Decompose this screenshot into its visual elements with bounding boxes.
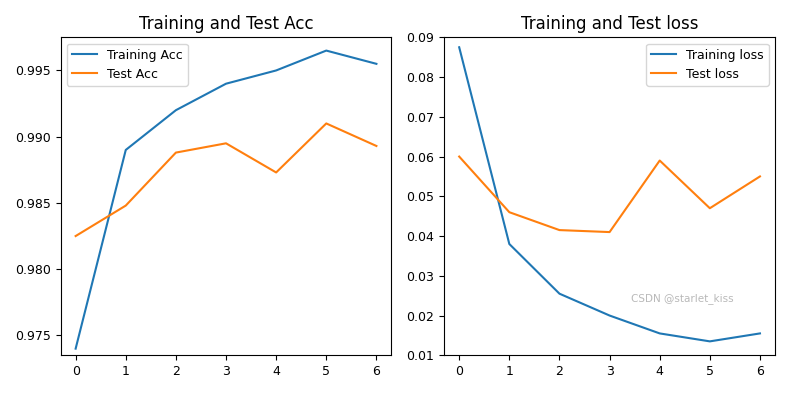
Test Acc <box>322 121 331 126</box>
Training Acc <box>322 48 331 53</box>
Title: Training and Test Acc: Training and Test Acc <box>139 15 314 33</box>
Training Acc <box>221 81 231 86</box>
Training loss <box>555 291 564 296</box>
Legend: Training Acc, Test Acc: Training Acc, Test Acc <box>67 44 187 86</box>
Test loss <box>454 154 464 159</box>
Test Acc <box>221 141 231 146</box>
Test Acc <box>272 170 281 175</box>
Legend: Training loss, Test loss: Training loss, Test loss <box>646 44 769 86</box>
Training loss <box>454 45 464 50</box>
Test loss <box>605 230 615 235</box>
Test loss <box>705 206 715 211</box>
Training Acc <box>272 68 281 73</box>
Line: Training loss: Training loss <box>459 47 760 342</box>
Test loss <box>555 228 564 232</box>
Test Acc <box>121 203 130 208</box>
Text: CSDN @starlet_kiss: CSDN @starlet_kiss <box>631 293 734 303</box>
Training loss <box>605 313 615 318</box>
Training loss <box>655 331 664 336</box>
Test Acc <box>171 150 181 155</box>
Training Acc <box>121 148 130 152</box>
Test loss <box>655 158 664 163</box>
Training Acc <box>371 61 381 66</box>
Test Acc <box>371 143 381 148</box>
Training loss <box>755 331 765 336</box>
Training loss <box>505 242 514 246</box>
Line: Test Acc: Test Acc <box>76 123 376 236</box>
Test Acc <box>71 234 81 239</box>
Test loss <box>505 210 514 215</box>
Line: Test loss: Test loss <box>459 156 760 232</box>
Test loss <box>755 174 765 179</box>
Training Acc <box>171 108 181 112</box>
Title: Training and Test loss: Training and Test loss <box>521 15 698 33</box>
Training Acc <box>71 346 81 351</box>
Line: Training Acc: Training Acc <box>76 51 376 349</box>
Training loss <box>705 339 715 344</box>
